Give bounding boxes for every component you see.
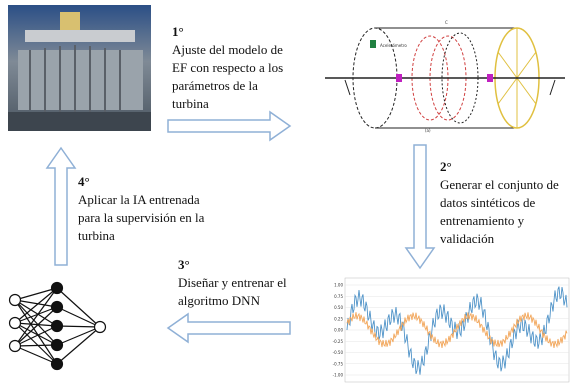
step-number: 1° xyxy=(172,24,184,39)
step-number: 3° xyxy=(178,257,190,272)
nn-edge xyxy=(57,327,100,345)
nn-node xyxy=(10,341,21,352)
rotor-label: C xyxy=(445,20,448,25)
rotor-figure: C Acelerómetro (a) xyxy=(325,20,565,133)
step-text: Aplicar la IA entrenada xyxy=(78,192,200,207)
step-text: algoritmo DNN xyxy=(178,293,261,308)
arrow-left xyxy=(168,314,290,342)
y-tick-label: 1.00 xyxy=(334,283,343,288)
nn-node xyxy=(10,318,21,329)
nn-node xyxy=(52,340,63,351)
nn-edge xyxy=(57,327,100,364)
step-number: 2° xyxy=(440,159,452,174)
step-text: para la supervisión en la xyxy=(78,210,205,225)
arrow-up xyxy=(47,148,75,265)
arrow-down xyxy=(406,145,434,268)
step-text: parámetros de la xyxy=(172,78,258,93)
nn-node xyxy=(10,295,21,306)
nn-node xyxy=(52,302,63,313)
diagram: C Acelerómetro (a) 1.00 0.75 0.50 0.25 0.00 -… xyxy=(0,0,571,385)
nn-edge xyxy=(57,288,100,327)
y-tick-label: 0.50 xyxy=(334,305,343,310)
rotor-caption: (a) xyxy=(425,128,431,133)
y-tick-label: 0.75 xyxy=(334,294,343,299)
neural-network-icon xyxy=(10,283,106,370)
signal-plot: 1.00 0.75 0.50 0.25 0.00 -0.25 -0.50 -0.75 -1.00 xyxy=(333,278,569,382)
y-tick-label: 0.25 xyxy=(334,316,343,321)
nn-edge xyxy=(15,345,57,346)
nn-node xyxy=(52,283,63,294)
step-text: datos sintéticos de xyxy=(440,195,536,210)
turbine-photo xyxy=(8,5,151,131)
step-text: turbina xyxy=(78,228,115,243)
nn-edge xyxy=(57,326,100,327)
step-text: validación xyxy=(440,231,495,246)
step-text: turbina xyxy=(172,96,209,111)
step-number: 4° xyxy=(78,174,90,189)
y-tick-label: -0.50 xyxy=(333,350,344,355)
y-tick-label: -0.75 xyxy=(333,361,344,366)
y-tick-label: -0.25 xyxy=(333,339,344,344)
step-text: entrenamiento y xyxy=(440,213,525,228)
nn-node xyxy=(52,359,63,370)
nn-node xyxy=(95,322,106,333)
step-text: Ajuste del modelo de xyxy=(172,42,283,57)
step-text: Generar el conjunto de xyxy=(440,177,559,192)
step-text: Diseñar y entrenar el xyxy=(178,275,287,290)
nn-edge xyxy=(57,307,100,327)
arrow-right xyxy=(168,112,290,140)
nn-node xyxy=(52,321,63,332)
y-tick-label: 0.00 xyxy=(334,328,343,333)
y-tick-label: -1.00 xyxy=(333,373,344,378)
step-text: EF con respecto a los xyxy=(172,60,283,75)
rotor-label: Acelerómetro xyxy=(380,43,407,48)
nn-edge xyxy=(15,323,57,326)
